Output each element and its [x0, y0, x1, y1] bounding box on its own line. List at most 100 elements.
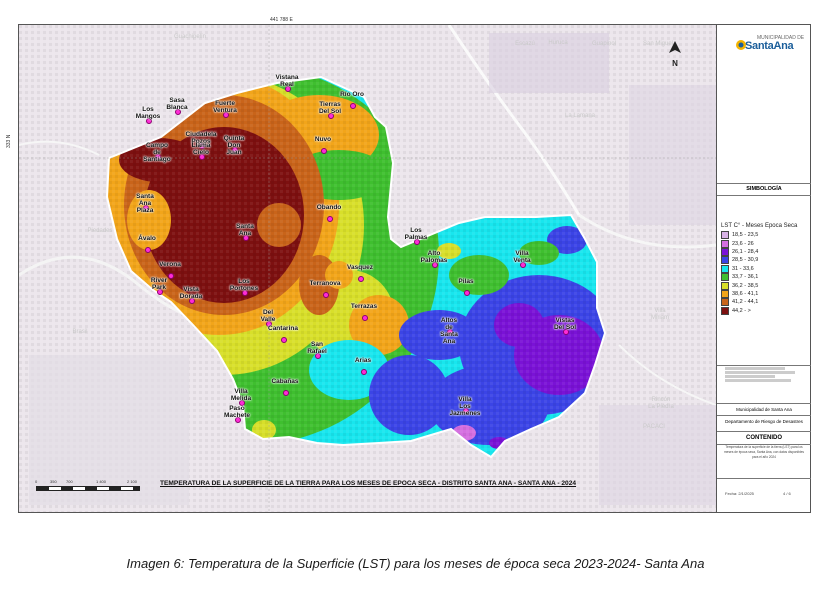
- place-label: Santa Ana Plaza: [136, 193, 154, 214]
- legend-swatch: [721, 273, 729, 282]
- place-marker-icon: [520, 262, 526, 268]
- place-label: Los Palmas: [404, 227, 428, 241]
- brand-name: SantaAna: [745, 40, 794, 52]
- legend-item: 26,1 - 28,4: [721, 247, 809, 256]
- logo-block: MUNICIPALIDAD DE SantaAna: [717, 25, 811, 184]
- place-marker-icon: [235, 417, 241, 423]
- place-marker-icon: [199, 154, 205, 160]
- place-label: Verona: [159, 261, 181, 268]
- place-label: Arias: [354, 357, 372, 364]
- scale-label-0: 0: [35, 479, 38, 484]
- scale-label-4: 2 100: [127, 479, 138, 484]
- place-marker-icon: [243, 235, 249, 241]
- symbology-title: SIMBOLOGÍA: [717, 183, 811, 196]
- place-marker-icon: [189, 298, 195, 304]
- place-marker-icon: [447, 329, 453, 335]
- figure-caption: Imagen 6: Temperatura de la Superficie (…: [126, 556, 705, 571]
- place-marker-icon: [266, 321, 272, 327]
- legend: LST C° - Meses Epoca Seca 18,5 - 23,5 23,…: [721, 223, 809, 315]
- place-marker-icon: [155, 154, 161, 160]
- legend-label: 36,2 - 38,5: [732, 282, 759, 289]
- legend-swatch: [721, 231, 729, 240]
- legend-label: 26,1 - 28,4: [732, 248, 759, 255]
- legend-item: 28,5 - 30,9: [721, 256, 809, 265]
- north-arrow-icon: [669, 41, 681, 53]
- scale-bar: [36, 486, 140, 491]
- place-label: Nuvo: [314, 136, 332, 143]
- place-marker-icon: [361, 369, 367, 375]
- legend-item: 23,6 - 26: [721, 239, 809, 248]
- place-label: Campo de Santiago: [143, 142, 171, 163]
- legend-title: LST C° - Meses Epoca Seca: [721, 223, 798, 229]
- place-label: Pilas: [458, 278, 474, 285]
- place-marker-icon: [242, 290, 248, 296]
- scale-label-3: 1 400: [96, 479, 107, 484]
- legend-swatch: [721, 247, 729, 256]
- place-label: Vistana Real: [275, 74, 299, 88]
- legend-label: 31 - 33,6: [732, 265, 754, 272]
- scale-label-1: 350: [50, 479, 57, 484]
- place-marker-icon: [168, 273, 174, 279]
- legend-label: 28,5 - 30,9: [732, 257, 759, 264]
- background-place-label: PACACI: [643, 424, 665, 430]
- place-label: Villa Venta: [513, 250, 531, 264]
- place-marker-icon: [321, 148, 327, 154]
- content-title: CONTENIDO: [717, 431, 811, 445]
- place-marker-icon: [327, 216, 333, 222]
- place-label: Llama Cielo: [191, 142, 211, 156]
- place-label: Terranova: [309, 280, 341, 287]
- place-label: Obando: [316, 204, 342, 211]
- north-arrow: N: [669, 41, 681, 68]
- place-label: San Rafael: [307, 341, 327, 355]
- north-label: N: [672, 59, 678, 68]
- place-label: Cantarina: [268, 325, 298, 332]
- place-marker-icon: [145, 247, 151, 253]
- background-place-label: La Lamana: [564, 113, 596, 119]
- date: Fecha: 2/1/2025: [725, 491, 754, 496]
- place-label: Del Valle: [260, 309, 276, 323]
- place-label: Río Oro: [340, 91, 364, 98]
- place-marker-icon: [350, 103, 356, 109]
- background-place-label: Escazú: [515, 41, 535, 47]
- legend-swatch: [721, 239, 729, 248]
- scale-label-2: 700: [66, 479, 73, 484]
- place-label: Los Mangos: [135, 106, 161, 120]
- place-marker-icon: [323, 292, 329, 298]
- place-marker-icon: [239, 400, 245, 406]
- background-place-label: Guachipelín: [173, 34, 207, 40]
- background-place-label: Brasil: [72, 329, 88, 335]
- background-place-label: Villa Miriam: [651, 308, 669, 321]
- place-label: Terrazas: [350, 303, 378, 310]
- district-boundary: [105, 75, 607, 459]
- background-place-label: Rincón La Piedra: [648, 397, 674, 410]
- place-label: Cabañas: [271, 378, 299, 385]
- place-label: Vasquez: [346, 264, 373, 271]
- place-marker-icon: [362, 315, 368, 321]
- projection-block: [717, 365, 811, 400]
- place-label: Ciudadela Pozos: [185, 131, 217, 145]
- place-label: Sasa Blanca: [166, 97, 188, 111]
- place-label: Fuerte Ventura: [213, 100, 237, 114]
- place-marker-icon: [285, 86, 291, 92]
- place-marker-icon: [283, 390, 289, 396]
- place-label: Villa Los Jazmenes: [449, 396, 481, 417]
- legend-item: 41,2 - 44,1: [721, 298, 809, 307]
- footer-block: Fecha: 2/1/2025 4 / 6: [717, 478, 811, 513]
- legend-label: 38,6 - 41,1: [732, 290, 759, 297]
- place-label: Villa Melida: [230, 388, 252, 402]
- legend-item: 31 - 33,6: [721, 264, 809, 273]
- legend-item: 38,6 - 41,1: [721, 289, 809, 298]
- brand-small: MUNICIPALIDAD DE: [757, 35, 805, 41]
- legend-swatch: [721, 289, 729, 298]
- legend-swatch: [721, 256, 729, 265]
- legend-swatch: [721, 298, 729, 307]
- place-marker-icon: [223, 112, 229, 118]
- map-canvas: Guachipelín Escazú Huruca Guapinol San Migue…: [19, 25, 716, 512]
- place-label: Tierras Del Sol: [318, 101, 342, 115]
- background-place-label: Guapinol: [591, 41, 617, 47]
- side-panel: MUNICIPALIDAD DE SantaAna SIMBOLOGÍA LST…: [716, 25, 811, 513]
- place-marker-icon: [563, 329, 569, 335]
- legend-swatch: [721, 306, 729, 315]
- place-marker-icon: [146, 118, 152, 124]
- place-label: River Park: [150, 277, 168, 291]
